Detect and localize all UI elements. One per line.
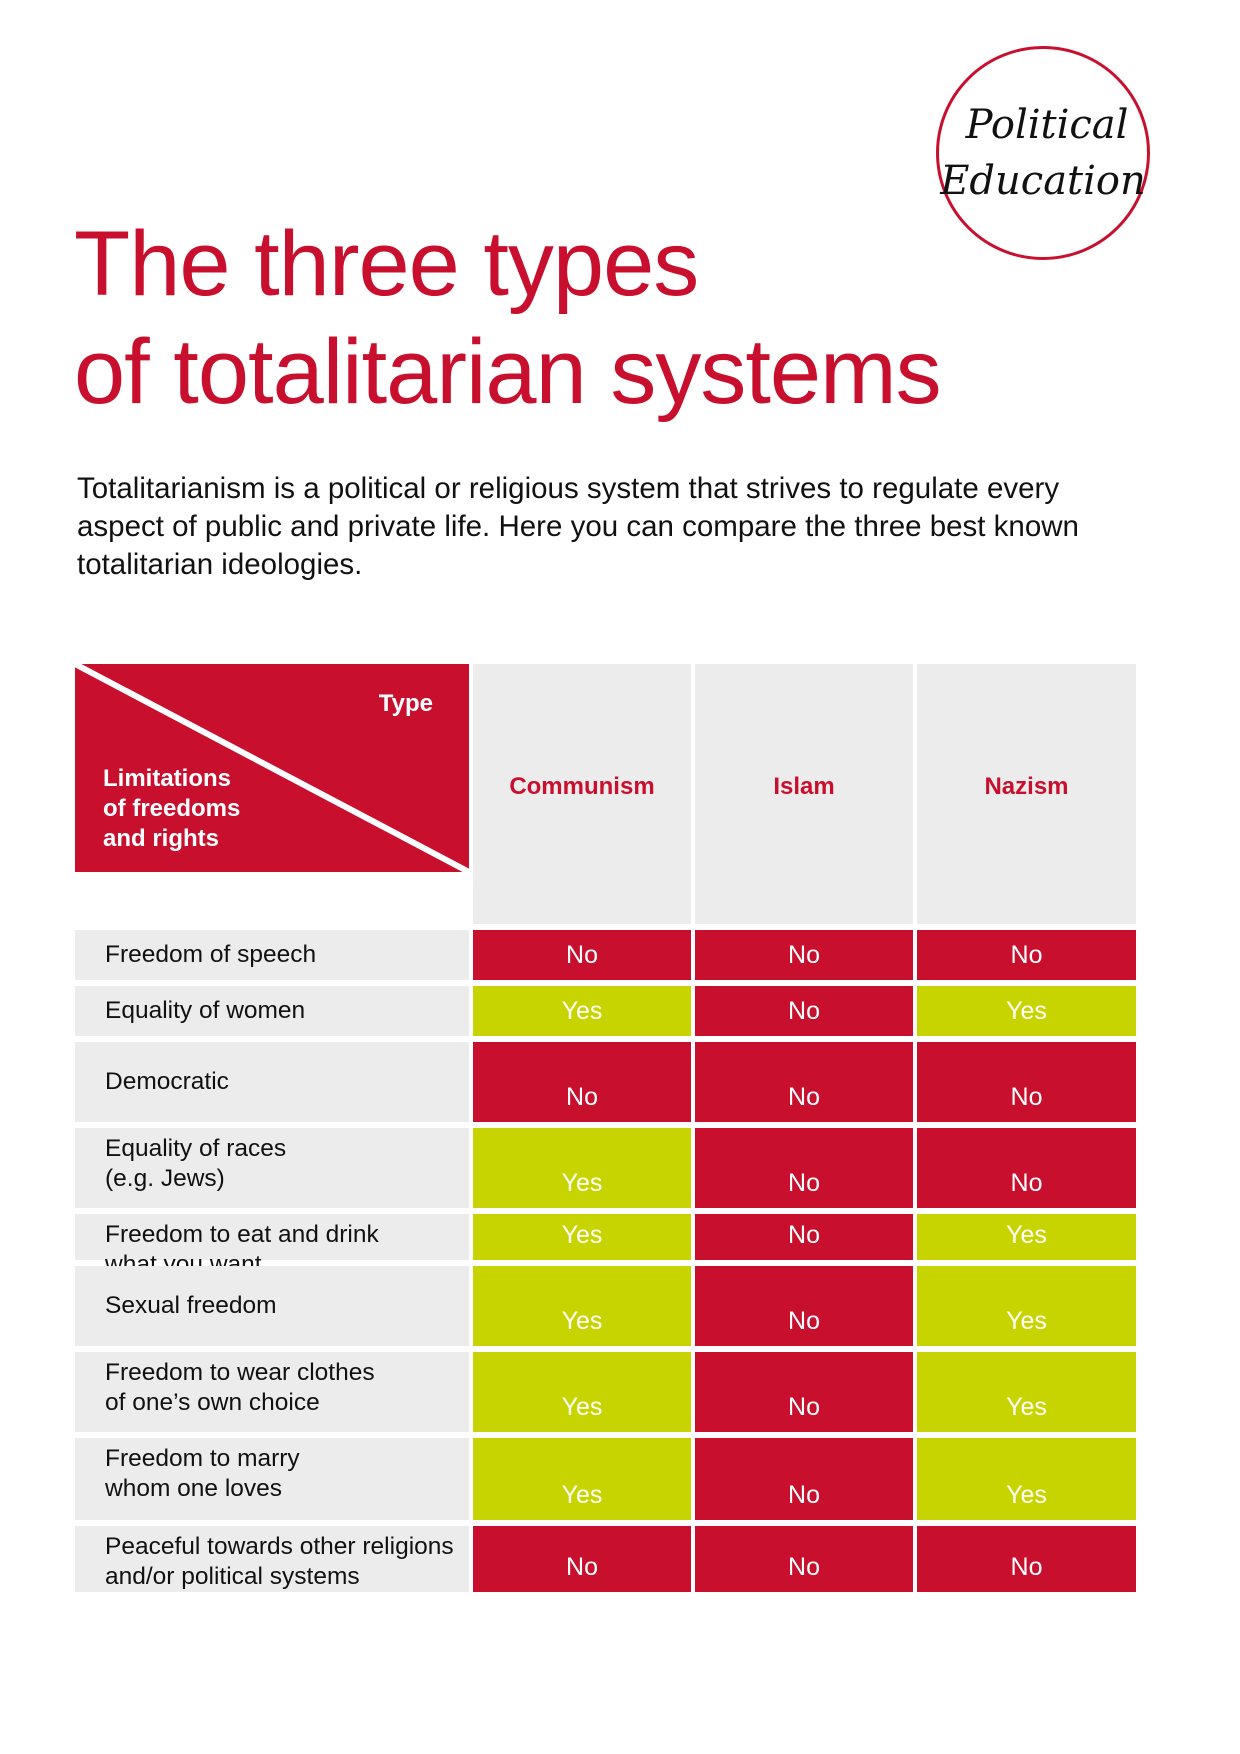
row-label-line: Democratic	[105, 1068, 229, 1095]
row-label: Equality of women	[75, 986, 469, 1036]
row-label-line: and/or political systems	[105, 1563, 360, 1590]
value-cell: No	[917, 1042, 1136, 1122]
seal-line-2: Education	[940, 158, 1146, 204]
row-label-line: Equality of women	[105, 997, 306, 1024]
column-header-communism: Communism	[473, 664, 691, 924]
value-cell: Yes	[917, 1266, 1136, 1346]
value-cell: No	[695, 1352, 913, 1432]
row-label-line: whom one loves	[105, 1475, 283, 1502]
value-cell: Yes	[473, 1266, 691, 1346]
comparison-table: Type Limitations of freedoms and rights …	[75, 664, 1136, 1592]
value-cell: No	[695, 1214, 913, 1260]
value-cell: No	[695, 1042, 913, 1122]
row-label-line: Freedom to wear clothes	[105, 1359, 375, 1386]
value-cell: No	[695, 930, 913, 980]
page-title: The three types of totalitarian systems	[74, 210, 942, 426]
title-line-1: The three types	[74, 213, 699, 315]
row-label: Freedom of speech	[75, 930, 469, 980]
row-label: Freedom to eat and drink what you want	[75, 1214, 469, 1278]
row-label: Freedom to wear clothes of one’s own choi…	[75, 1352, 469, 1432]
column-header-islam: Islam	[695, 664, 913, 924]
table-corner-header: Type Limitations of freedoms and rights	[75, 664, 469, 872]
value-cell: No	[473, 930, 691, 980]
title-line-2: of totalitarian systems	[74, 321, 942, 423]
row-label: Freedom to marry whom one loves	[75, 1438, 469, 1520]
value-cell: No	[473, 1042, 691, 1122]
row-label: Sexual freedom	[75, 1266, 469, 1346]
political-education-seal: Political Education	[936, 46, 1150, 260]
value-cell: No	[917, 1526, 1136, 1592]
row-label-line: Peaceful towards other religions	[105, 1533, 454, 1560]
row-label-line: Freedom to eat and drink	[105, 1221, 379, 1248]
value-cell: Yes	[917, 986, 1136, 1036]
row-label: Democratic	[75, 1042, 469, 1122]
diagonal-divider	[75, 664, 469, 872]
value-cell: No	[917, 1128, 1136, 1208]
value-cell: Yes	[473, 986, 691, 1036]
column-header-nazism: Nazism	[917, 664, 1136, 924]
row-label: Equality of races (e.g. Jews)	[75, 1128, 469, 1208]
value-cell: No	[695, 1438, 913, 1520]
value-cell: No	[695, 1128, 913, 1208]
row-label-line: Sexual freedom	[105, 1292, 277, 1319]
limitations-label-line: Limitations	[103, 765, 232, 792]
value-cell: Yes	[917, 1214, 1136, 1260]
value-cell: Yes	[473, 1128, 691, 1208]
limitations-label-line: of freedoms	[103, 795, 241, 822]
row-label-line: of one’s own choice	[105, 1389, 320, 1416]
row-label: Peaceful towards other religions and/or p…	[75, 1526, 469, 1592]
value-cell: No	[695, 986, 913, 1036]
value-cell: No	[473, 1526, 691, 1592]
limitations-label: Limitations of freedoms and rights	[103, 764, 240, 854]
type-label: Type	[378, 690, 433, 717]
value-cell: No	[695, 1266, 913, 1346]
row-label-line: Freedom of speech	[105, 941, 317, 968]
row-label-line: (e.g. Jews)	[105, 1165, 225, 1192]
seal-line-1: Political	[965, 102, 1129, 148]
value-cell: Yes	[473, 1438, 691, 1520]
value-cell: No	[695, 1526, 913, 1592]
value-cell: Yes	[917, 1352, 1136, 1432]
value-cell: Yes	[473, 1352, 691, 1432]
value-cell: Yes	[917, 1438, 1136, 1520]
limitations-label-line: and rights	[103, 825, 220, 852]
row-label-line: Freedom to marry	[105, 1445, 300, 1472]
intro-paragraph: Totalitarianism is a political or religi…	[77, 472, 1079, 581]
value-cell: Yes	[473, 1214, 691, 1260]
row-label-line: Equality of races	[105, 1135, 287, 1162]
value-cell: No	[917, 930, 1136, 980]
